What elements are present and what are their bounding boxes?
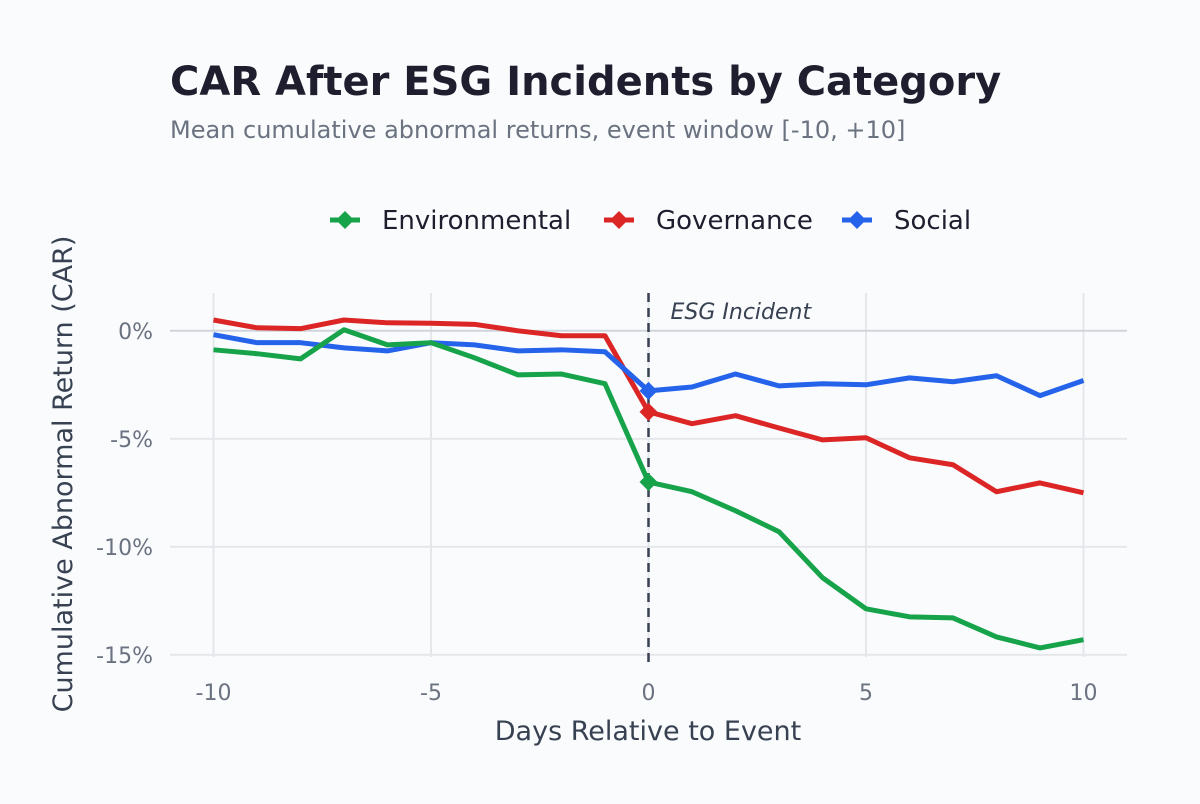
x-axis-label: Days Relative to Event [495, 716, 801, 747]
event-annotation: ESG Incident [671, 300, 813, 325]
x-tick-label: -5 [420, 681, 442, 706]
x-tick-label: 0 [642, 681, 656, 706]
y-axis-label: Cumulative Abnormal Return (CAR) [48, 236, 79, 713]
legend: Environmental Governance Social [330, 206, 971, 236]
y-tick-label: -10% [96, 536, 153, 561]
x-tick-label: 5 [859, 681, 873, 706]
y-tick-label: -5% [110, 428, 153, 453]
axes: -10 -5 0 5 10 0% -5% -10% -15% ESG Incident [96, 293, 1098, 706]
legend-marker-social [848, 211, 866, 229]
chart-subtitle: Mean cumulative abnormal returns, event … [170, 116, 905, 144]
y-tick-label: -15% [96, 644, 153, 669]
legend-label: Social [894, 206, 971, 236]
x-tick-label: -10 [196, 681, 232, 706]
chart-title: CAR After ESG Incidents by Category [170, 59, 1001, 105]
y-tick-label: 0% [118, 320, 153, 345]
x-tick-label: 10 [1070, 681, 1098, 706]
legend-label: Governance [656, 206, 813, 236]
event-marker-environmental [639, 473, 658, 492]
legend-label: Environmental [382, 206, 571, 236]
legend-marker-environmental [336, 211, 354, 229]
legend-marker-governance [610, 211, 628, 229]
event-marker-social [639, 381, 658, 400]
event-marker-governance [639, 402, 658, 421]
series-group [213, 317, 1085, 651]
